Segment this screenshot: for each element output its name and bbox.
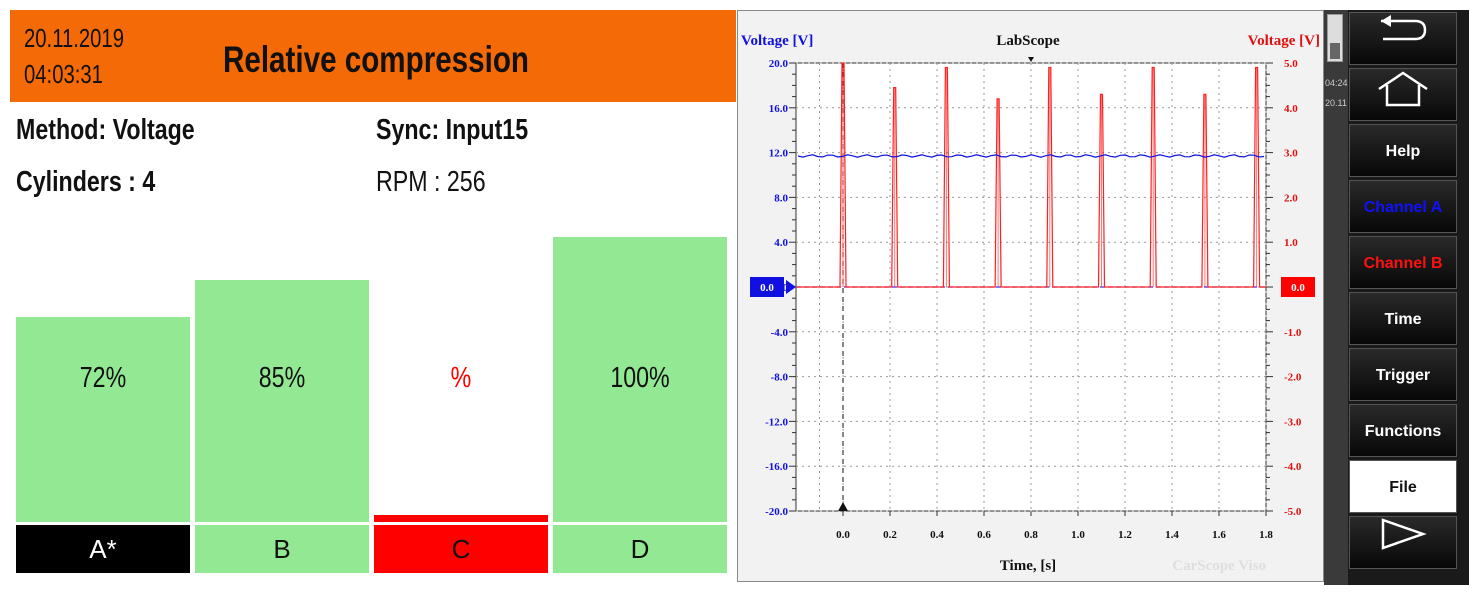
time-text: 04:03:31 bbox=[24, 59, 103, 89]
battery-icon bbox=[1327, 14, 1343, 62]
y-left-tick-label: -4.0 bbox=[771, 327, 789, 339]
bar-c bbox=[374, 515, 548, 522]
x-tick-label: 1.2 bbox=[1118, 529, 1132, 541]
y-right-tick-label: -4.0 bbox=[1284, 461, 1302, 473]
strip-date: 20.11 bbox=[1325, 98, 1347, 108]
method-label: Method: Voltage bbox=[16, 114, 195, 146]
bar-a bbox=[16, 317, 190, 522]
y-right-tick-label: -5.0 bbox=[1284, 506, 1302, 518]
x-axis-label: Time, [s] bbox=[1000, 558, 1056, 574]
trigger-button[interactable]: Trigger bbox=[1349, 348, 1457, 401]
y-left-tick-label: -12.0 bbox=[765, 416, 788, 428]
x-tick-label: 0.8 bbox=[1024, 529, 1038, 541]
scope-title: LabScope bbox=[996, 33, 1060, 49]
sync-label: Sync: Input15 bbox=[376, 114, 529, 146]
y-right-tick-label: -2.0 bbox=[1284, 372, 1302, 384]
home-button[interactable] bbox=[1349, 68, 1457, 121]
y-left-tick-label: -16.0 bbox=[765, 461, 788, 473]
y-right-tick-label: 4.0 bbox=[1284, 103, 1298, 115]
series-channel-a bbox=[797, 154, 1265, 158]
side-menu: 04:24 20.11 Help Channel A Channel B Time Tr… bbox=[1324, 10, 1469, 585]
bar-b bbox=[195, 280, 369, 522]
trigger-marker-icon bbox=[838, 502, 848, 511]
left-axis-label: Voltage [V] bbox=[741, 33, 813, 49]
y-left-tick-label: 16.0 bbox=[769, 103, 789, 115]
back-arrow-button[interactable] bbox=[1349, 12, 1457, 65]
y-right-tick-label: 2.0 bbox=[1284, 192, 1298, 204]
bar-d bbox=[553, 237, 727, 522]
y-left-tick-label: 20.0 bbox=[769, 58, 789, 70]
right-zero-marker bbox=[1281, 277, 1315, 297]
right-axis-label: Voltage [V] bbox=[1248, 33, 1320, 49]
y-left-tick-label: 12.0 bbox=[769, 148, 789, 160]
back-arrow-icon bbox=[1375, 13, 1431, 69]
date-text: 20.11.2019 bbox=[24, 23, 124, 53]
x-tick-label: 0.2 bbox=[883, 529, 897, 541]
forward-triangle-icon bbox=[1375, 517, 1431, 573]
rpm-label: RPM : 256 bbox=[376, 166, 486, 198]
x-tick-label: 1.0 bbox=[1071, 529, 1085, 541]
cylinders-label: Cylinders : 4 bbox=[16, 166, 156, 198]
help-button[interactable]: Help bbox=[1349, 124, 1457, 177]
status-strip: 04:24 20.11 bbox=[1324, 10, 1348, 585]
home-icon bbox=[1375, 69, 1431, 131]
datetime: 20.11.2019 04:03:31 bbox=[24, 20, 124, 92]
page-title: Relative compression bbox=[223, 39, 529, 80]
channel-b-button[interactable]: Channel B bbox=[1349, 236, 1457, 289]
x-tick-label: 0.4 bbox=[930, 529, 944, 541]
compression-panel: 20.11.2019 04:03:31 Relative compression… bbox=[10, 10, 736, 585]
x-tick-label: 1.6 bbox=[1212, 529, 1226, 541]
watermark: CarScope Viso bbox=[1172, 558, 1266, 574]
y-right-tick-label: 3.0 bbox=[1284, 148, 1298, 160]
left-marker-arrow-icon bbox=[786, 280, 796, 294]
left-zero-marker bbox=[750, 277, 784, 297]
cylinder-label: D bbox=[553, 525, 727, 573]
x-tick-label: 1.4 bbox=[1165, 529, 1179, 541]
file-button[interactable]: File bbox=[1349, 460, 1457, 513]
functions-button[interactable]: Functions bbox=[1349, 404, 1457, 457]
cylinder-label: A* bbox=[16, 525, 190, 573]
y-left-tick-label: 8.0 bbox=[774, 192, 788, 204]
y-right-tick-label: 5.0 bbox=[1284, 58, 1298, 70]
y-right-tick-label: -3.0 bbox=[1284, 416, 1302, 428]
right-zero-marker-text: 0.0 bbox=[1291, 282, 1305, 294]
channel-a-button[interactable]: Channel A bbox=[1349, 180, 1457, 233]
cylinder-label: C bbox=[374, 525, 548, 573]
y-right-tick-label: -1.0 bbox=[1284, 327, 1302, 339]
labscope-chart: Voltage [V] LabScope Voltage [V] Time, [… bbox=[737, 10, 1324, 582]
x-tick-label: 1.8 bbox=[1259, 529, 1273, 541]
header-bar: 20.11.2019 04:03:31 Relative compression bbox=[10, 10, 736, 102]
y-left-tick-label: -8.0 bbox=[771, 372, 789, 384]
bar-value: 85% bbox=[258, 362, 306, 394]
x-tick-label: 0.0 bbox=[836, 529, 850, 541]
cylinder-label: B bbox=[195, 525, 369, 573]
bar-value: % bbox=[450, 362, 472, 394]
time-button[interactable]: Time bbox=[1349, 292, 1457, 345]
y-left-tick-label: -20.0 bbox=[765, 506, 788, 518]
y-left-tick-label: 4.0 bbox=[774, 237, 788, 249]
bar-value: 100% bbox=[610, 362, 670, 394]
strip-time: 04:24 bbox=[1325, 78, 1348, 88]
left-zero-marker-text: 0.0 bbox=[760, 282, 774, 294]
bar-value: 72% bbox=[79, 362, 127, 394]
x-tick-label: 0.6 bbox=[977, 529, 991, 541]
top-marker-icon bbox=[1028, 57, 1034, 62]
y-right-tick-label: 1.0 bbox=[1284, 237, 1298, 249]
forward-triangle-button[interactable] bbox=[1349, 516, 1457, 569]
